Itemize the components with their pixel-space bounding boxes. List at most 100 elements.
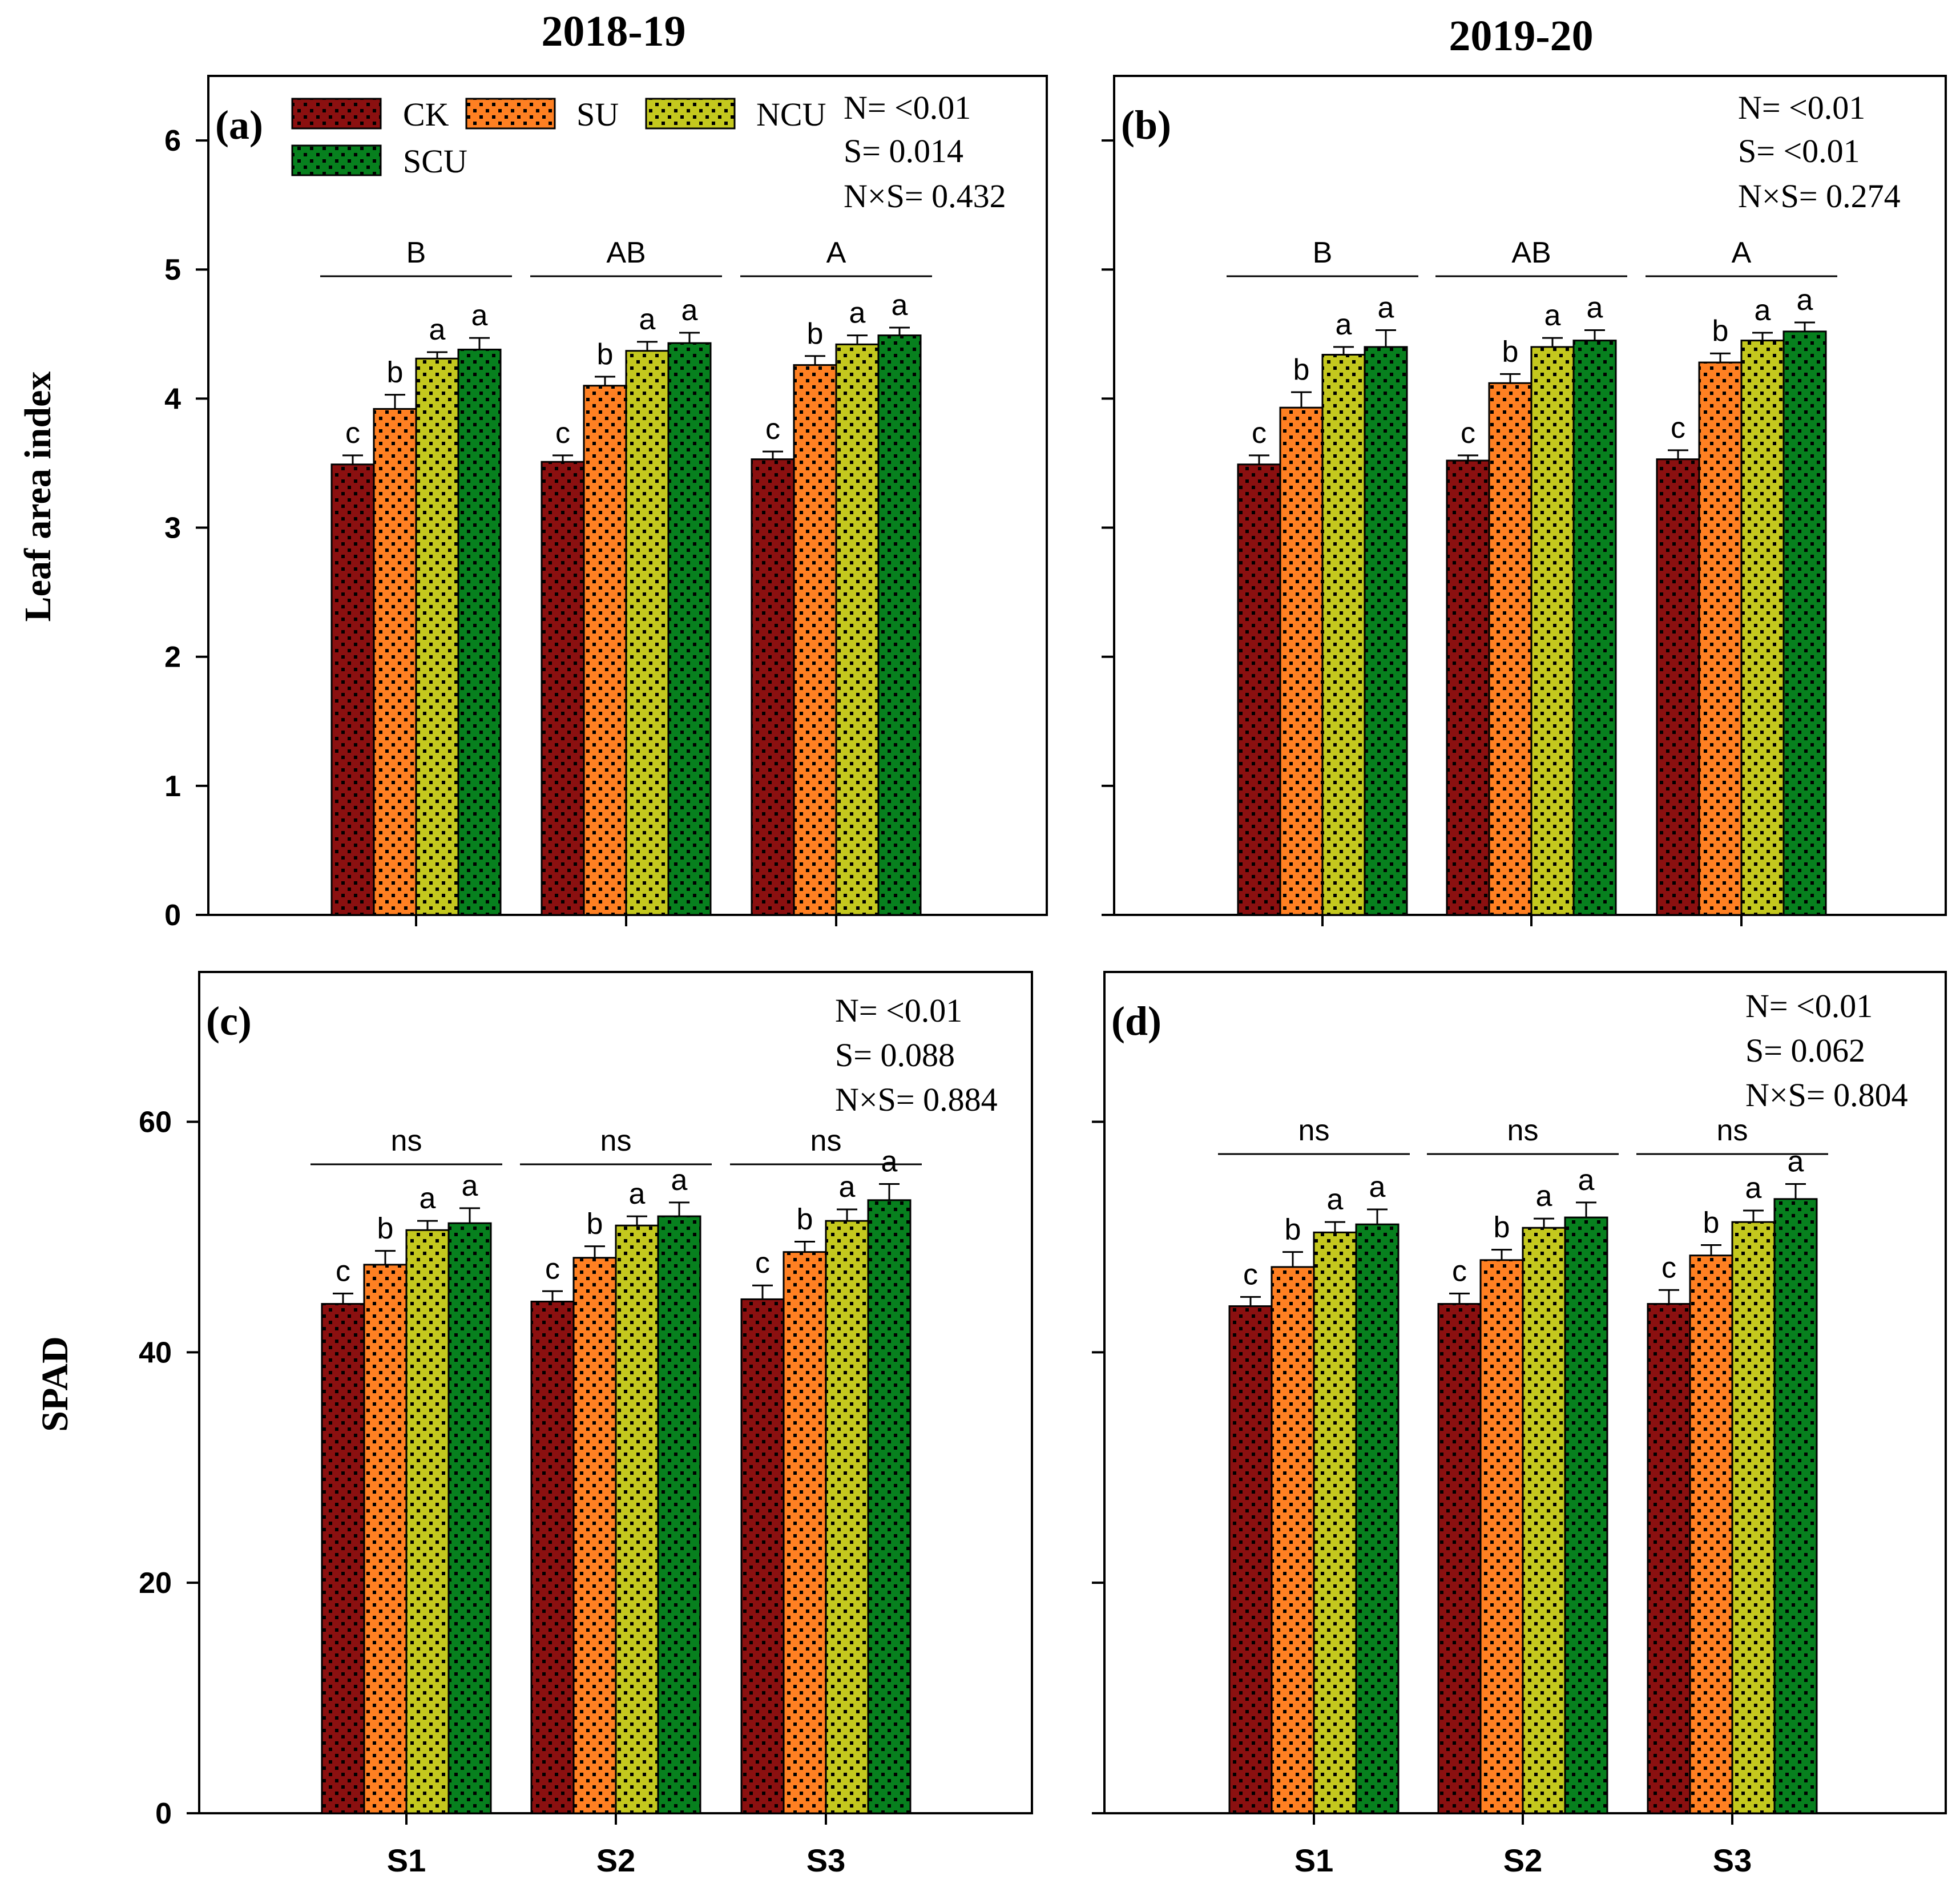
significance-letter: b (387, 356, 404, 389)
panel-label: (d) (1111, 998, 1162, 1044)
group-letter: A (826, 236, 846, 269)
bar-dot-texture (1565, 1217, 1607, 1813)
bar-dot-texture (406, 1230, 449, 1813)
group-letter: ns (1717, 1114, 1748, 1147)
significance-letter: a (420, 1182, 436, 1215)
bar-dot-texture (1280, 408, 1322, 915)
x-tick-label: S1 (1294, 1842, 1334, 1878)
bar-dot-texture (878, 335, 921, 915)
bar-dot-texture (784, 1252, 826, 1813)
y-tick-label: 20 (139, 1567, 172, 1600)
bar-dot-texture (531, 1301, 574, 1813)
significance-letter: c (345, 417, 360, 450)
x-tick-label: S2 (1503, 1842, 1543, 1878)
anova-stat: N×S= 0.804 (1745, 1076, 1908, 1114)
bar-dot-texture (1489, 383, 1531, 915)
significance-letter: b (1712, 314, 1729, 348)
bar-dot-texture (449, 1223, 491, 1813)
significance-letter: a (1797, 284, 1813, 317)
y-tick-label: 4 (164, 382, 181, 415)
group-letter: AB (606, 236, 646, 269)
significance-letter: a (681, 294, 698, 327)
bar-dot-texture (542, 462, 584, 915)
anova-stat: N×S= 0.432 (844, 178, 1006, 215)
bar-dot-texture (1732, 1222, 1775, 1813)
bar-dot-texture (1356, 1224, 1398, 1813)
bar-dot-texture (1775, 1199, 1817, 1813)
significance-letter: a (1745, 1172, 1762, 1205)
panel-label: (a) (215, 102, 263, 148)
significance-letter: a (849, 297, 866, 330)
bar-dot-texture (1574, 340, 1616, 915)
significance-letter: c (1452, 1254, 1467, 1288)
anova-stat: N×S= 0.884 (835, 1081, 998, 1118)
y-tick-label: 5 (164, 253, 181, 287)
bar-dot-texture (658, 1216, 700, 1813)
legend: CK SU NCU SCU (291, 96, 826, 180)
significance-letter: a (1587, 292, 1603, 325)
y-axis-label-spad: SPAD (34, 1336, 76, 1431)
bar-dot-texture (741, 1299, 784, 1813)
bar-dot-texture (752, 459, 794, 915)
significance-letter: b (1494, 1211, 1510, 1244)
bar-dot-texture (1438, 1304, 1481, 1813)
significance-letter: c (1671, 412, 1685, 445)
bar-dot-texture (584, 385, 626, 915)
anova-stat: N= <0.01 (835, 992, 962, 1029)
bar-dot-texture (1481, 1260, 1523, 1813)
anova-stat: N= <0.01 (844, 89, 971, 126)
significance-letter: b (1703, 1207, 1720, 1240)
y-tick-label: 0 (164, 899, 181, 932)
x-tick-label: S3 (806, 1842, 846, 1878)
bar-dot-texture (322, 1304, 364, 1813)
anova-stat: N= <0.01 (1745, 987, 1873, 1024)
bar-dot-texture (836, 344, 878, 915)
legend-swatch-texture (292, 146, 381, 175)
group-letter: ns (600, 1124, 632, 1157)
bar-dot-texture (1447, 460, 1489, 915)
bar-dot-texture (1690, 1255, 1732, 1813)
bar-dot-texture (364, 1264, 406, 1813)
legend-label-ck: CK (403, 96, 449, 133)
significance-letter: a (1578, 1164, 1595, 1197)
group-letter: ns (1507, 1114, 1539, 1147)
y-tick-label: 3 (164, 512, 181, 545)
significance-letter: c (1252, 417, 1267, 450)
group-letter: A (1732, 236, 1752, 269)
significance-letter: a (1788, 1145, 1804, 1179)
significance-letter: a (639, 303, 656, 336)
legend-label-su: SU (576, 96, 619, 133)
significance-letter: a (892, 289, 908, 322)
y-tick-label: 40 (139, 1336, 172, 1369)
bar-dot-texture (332, 464, 374, 915)
significance-letter: a (1536, 1180, 1552, 1213)
significance-letter: b (1293, 353, 1310, 386)
significance-letter: a (1378, 292, 1394, 325)
bar-dot-texture (416, 358, 458, 915)
bar-dot-texture (668, 343, 711, 915)
panel-label: (b) (1121, 102, 1171, 148)
significance-letter: a (1755, 294, 1771, 327)
bar-dot-texture (1699, 362, 1741, 915)
y-tick-label: 1 (164, 770, 181, 803)
bar-dot-texture (1272, 1266, 1314, 1813)
bar-dot-texture (616, 1225, 658, 1813)
significance-letter: c (1243, 1258, 1258, 1291)
anova-stat: S= 0.014 (844, 132, 963, 170)
y-tick-label: 0 (155, 1797, 172, 1830)
bar-dot-texture (1784, 331, 1826, 915)
group-letter: AB (1511, 236, 1551, 269)
x-tick-label: S2 (596, 1842, 636, 1878)
legend-swatch-texture (466, 99, 555, 128)
bar-dot-texture (1322, 354, 1365, 915)
bar-dot-texture (1741, 340, 1784, 915)
significance-letter: b (1502, 335, 1519, 368)
bar-dot-texture (826, 1221, 868, 1813)
bar-dot-texture (626, 350, 668, 915)
x-tick-label: S3 (1713, 1842, 1752, 1878)
bar-dot-texture (1657, 459, 1699, 915)
significance-letter: b (597, 338, 614, 371)
legend-label-scu: SCU (403, 143, 467, 180)
